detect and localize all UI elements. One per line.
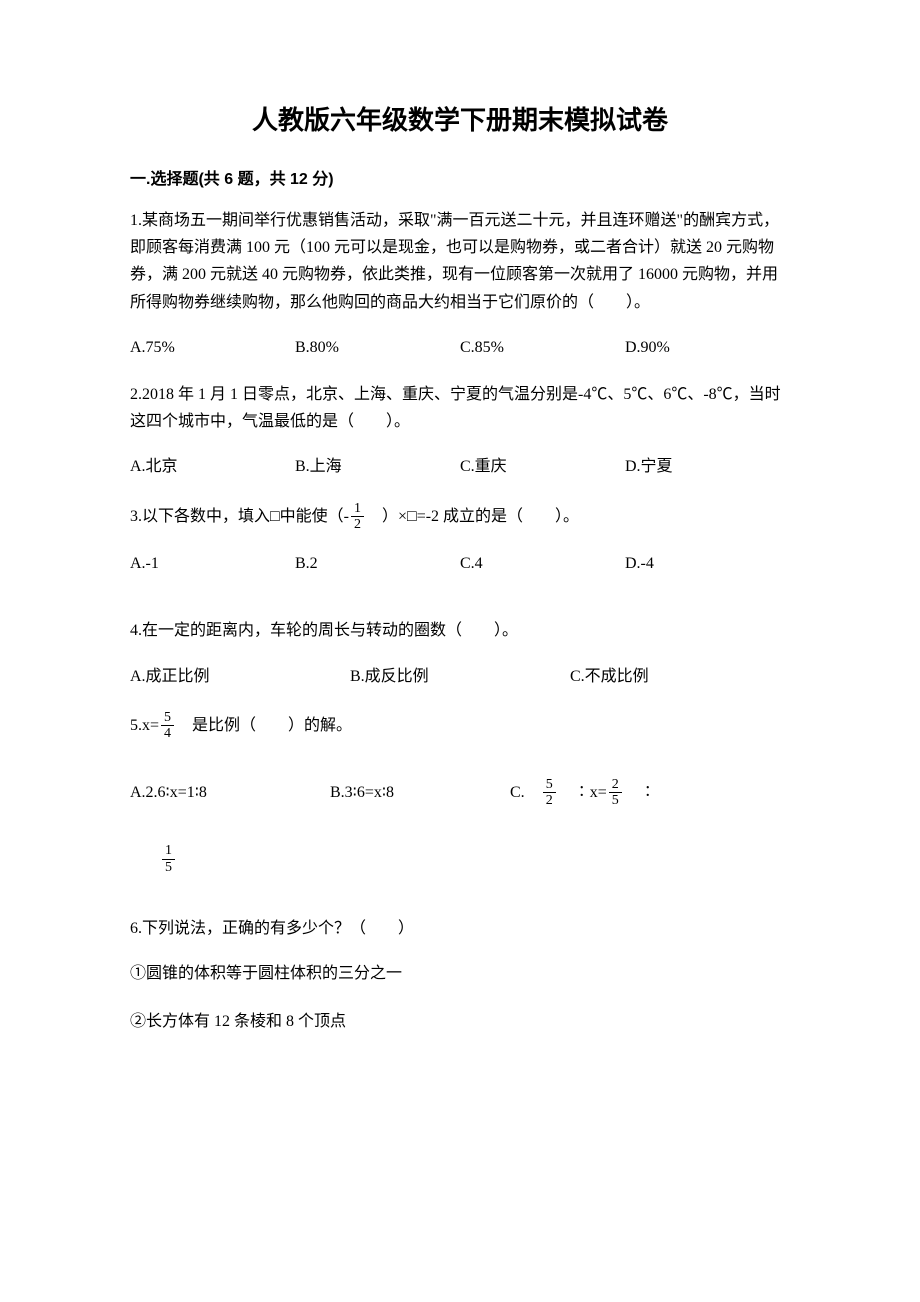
fraction-numerator: 1 <box>162 843 175 859</box>
option-b: B.2 <box>295 550 460 577</box>
question-4-text: 4.在一定的距离内，车轮的周长与转动的圈数（ ）。 <box>130 617 790 644</box>
fraction-numerator: 5 <box>161 710 174 726</box>
fraction-icon: 5 4 <box>161 710 174 742</box>
option-c: C.85% <box>460 334 625 361</box>
question-6-sub1: ①圆锥的体积等于圆柱体积的三分之一 <box>130 960 790 987</box>
fraction-icon: 5 2 <box>543 777 556 809</box>
option-b: B.成反比例 <box>350 663 570 690</box>
q3-post: ）×□=-2 成立的是（ ）。 <box>366 503 579 530</box>
fraction-numerator: 5 <box>543 777 556 793</box>
question-5-options: A.2.6∶x=1∶8 B.3∶6=x∶8 C. 5 2 ∶x= 2 5 ∶ <box>130 777 790 809</box>
question-2-options: A.北京 B.上海 C.重庆 D.宁夏 <box>130 453 790 480</box>
option-a: A.-1 <box>130 550 295 577</box>
option-d: D.宁夏 <box>625 453 790 480</box>
fraction-icon: 1 2 <box>351 501 364 533</box>
question-2-text: 2.2018 年 1 月 1 日零点，北京、上海、重庆、宁夏的气温分别是-4℃、… <box>130 381 790 435</box>
fraction-numerator: 2 <box>609 777 622 793</box>
option-a: A.2.6∶x=1∶8 <box>130 779 330 806</box>
question-3-options: A.-1 B.2 C.4 D.-4 <box>130 550 790 577</box>
fraction-icon: 2 5 <box>609 777 622 809</box>
question-6-text: 6.下列说法，正确的有多少个？（ ） <box>130 915 790 942</box>
option-c-mid1: ∶x= <box>558 779 607 806</box>
fraction-denominator: 2 <box>543 793 556 808</box>
question-5: 5.x= 5 4 是比例（ ）的解。 A.2.6∶x=1∶8 B.3∶6=x∶8… <box>130 710 790 875</box>
question-4: 4.在一定的距离内，车轮的周长与转动的圈数（ ）。 A.成正比例 B.成反比例 … <box>130 617 790 689</box>
question-6: 6.下列说法，正确的有多少个？（ ） ①圆锥的体积等于圆柱体积的三分之一 ②长方… <box>130 915 790 1035</box>
question-6-sub2: ②长方体有 12 条棱和 8 个顶点 <box>130 1008 790 1035</box>
question-2: 2.2018 年 1 月 1 日零点，北京、上海、重庆、宁夏的气温分别是-4℃、… <box>130 381 790 481</box>
fraction-denominator: 5 <box>162 860 175 875</box>
page-title: 人教版六年级数学下册期末模拟试卷 <box>130 100 790 137</box>
fraction-icon: 1 5 <box>162 843 175 875</box>
question-5-text: 5.x= 5 4 是比例（ ）的解。 <box>130 710 790 742</box>
q5-post: 是比例（ ）的解。 <box>176 712 352 739</box>
question-1-options: A.75% B.80% C.85% D.90% <box>130 334 790 361</box>
option-c-mid2: ∶ <box>624 779 656 806</box>
q3-pre: 3.以下各数中，填入□中能使（- <box>130 503 349 530</box>
fraction-denominator: 4 <box>161 726 174 741</box>
option-c: C.重庆 <box>460 453 625 480</box>
fraction-numerator: 1 <box>351 501 364 517</box>
option-a: A.成正比例 <box>130 663 350 690</box>
section-header: 一.选择题(共 6 题，共 12 分) <box>130 165 790 189</box>
question-1-text: 1.某商场五一期间举行优惠销售活动，采取"满一百元送二十元，并且连环赠送"的酬宾… <box>130 207 790 316</box>
question-5-option-c-cont: 1 5 <box>160 843 790 875</box>
question-3: 3.以下各数中，填入□中能使（- 1 2 ）×□=-2 成立的是（ ）。 A.-… <box>130 501 790 578</box>
question-1: 1.某商场五一期间举行优惠销售活动，采取"满一百元送二十元，并且连环赠送"的酬宾… <box>130 207 790 361</box>
option-d: D.90% <box>625 334 790 361</box>
fraction-denominator: 2 <box>351 517 364 532</box>
fraction-denominator: 5 <box>609 793 622 808</box>
question-3-text: 3.以下各数中，填入□中能使（- 1 2 ）×□=-2 成立的是（ ）。 <box>130 501 790 533</box>
option-a: A.75% <box>130 334 295 361</box>
option-c: C.4 <box>460 550 625 577</box>
option-c-pre: C. <box>510 779 541 806</box>
option-c: C.不成比例 <box>570 663 790 690</box>
q5-pre: 5.x= <box>130 712 159 739</box>
option-b: B.80% <box>295 334 460 361</box>
option-d: D.-4 <box>625 550 790 577</box>
question-4-options: A.成正比例 B.成反比例 C.不成比例 <box>130 663 790 690</box>
option-a: A.北京 <box>130 453 295 480</box>
option-b: B.3∶6=x∶8 <box>330 779 510 806</box>
option-b: B.上海 <box>295 453 460 480</box>
